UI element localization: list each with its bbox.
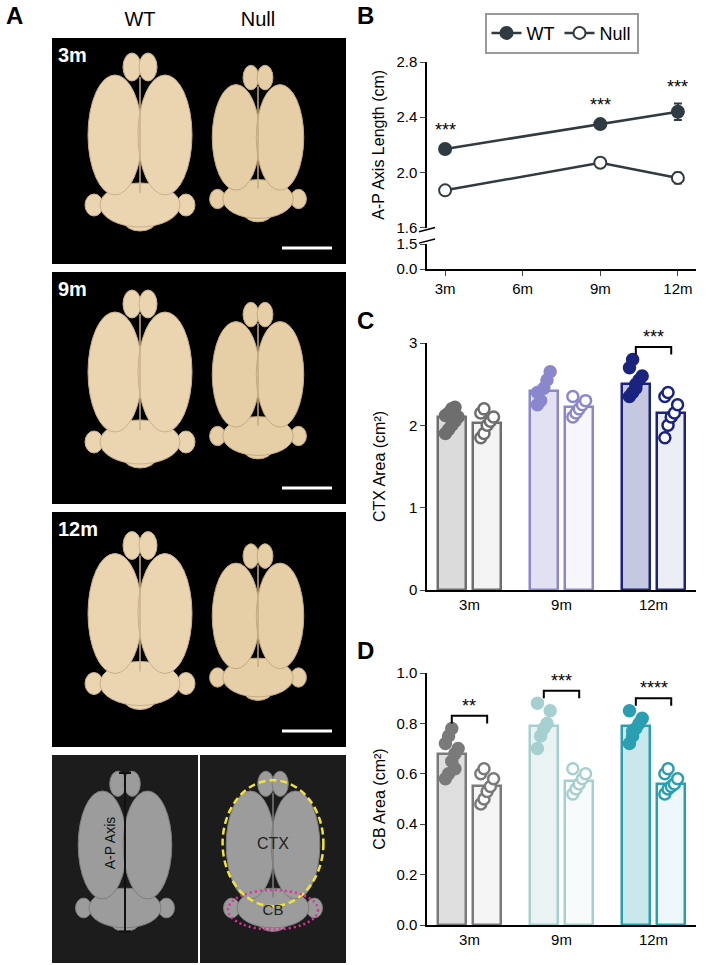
svg-text:2.0: 2.0 xyxy=(396,164,417,181)
svg-text:3m: 3m xyxy=(435,280,456,297)
html-text:B: B xyxy=(357,2,375,29)
svg-text:***: *** xyxy=(435,120,456,140)
svg-text:***: *** xyxy=(551,671,572,691)
svg-text:1.0: 1.0 xyxy=(396,664,417,681)
svg-text:3m: 3m xyxy=(459,931,480,948)
svg-text:3m: 3m xyxy=(459,596,480,613)
svg-text:**: ** xyxy=(462,696,476,716)
svg-text:2.8: 2.8 xyxy=(396,53,417,70)
svg-text:12m: 12m xyxy=(58,518,98,540)
svg-text:CB: CB xyxy=(263,901,284,918)
svg-text:6m: 6m xyxy=(512,280,533,297)
svg-text:WT: WT xyxy=(124,8,155,30)
svg-text:12m: 12m xyxy=(639,596,668,613)
svg-text:0.6: 0.6 xyxy=(396,765,417,782)
svg-text:Null: Null xyxy=(599,24,630,44)
svg-text:CTX: CTX xyxy=(257,835,289,852)
svg-text:3m: 3m xyxy=(58,44,87,66)
svg-text:CB Area (cm²): CB Area (cm²) xyxy=(371,748,388,849)
svg-text:2.4: 2.4 xyxy=(396,108,417,125)
svg-text:12m: 12m xyxy=(639,931,668,948)
svg-text:***: *** xyxy=(643,327,664,347)
svg-text:0.2: 0.2 xyxy=(396,866,417,883)
svg-text:***: *** xyxy=(667,77,688,97)
svg-text:12m: 12m xyxy=(663,280,692,297)
svg-text:0: 0 xyxy=(409,581,417,598)
svg-text:Null: Null xyxy=(241,8,275,30)
svg-text:0.8: 0.8 xyxy=(396,715,417,732)
html-text:C: C xyxy=(357,307,375,334)
svg-text:9m: 9m xyxy=(551,596,572,613)
svg-text:1.5: 1.5 xyxy=(396,235,417,252)
svg-text:WT: WT xyxy=(527,24,555,44)
svg-text:9m: 9m xyxy=(590,280,611,297)
svg-text:CTX Area (cm²): CTX Area (cm²) xyxy=(371,411,388,522)
svg-text:0.0: 0.0 xyxy=(396,916,417,933)
svg-text:A: A xyxy=(6,2,23,29)
svg-text:****: **** xyxy=(640,678,668,698)
svg-text:3: 3 xyxy=(409,334,417,351)
svg-text:A-P Axis Length (cm): A-P Axis Length (cm) xyxy=(371,70,388,220)
svg-text:0.4: 0.4 xyxy=(396,815,417,832)
svg-text:1: 1 xyxy=(409,499,417,516)
svg-text:2: 2 xyxy=(409,417,417,434)
svg-text:9m: 9m xyxy=(58,278,87,300)
svg-text:9m: 9m xyxy=(551,931,572,948)
svg-text:0.0: 0.0 xyxy=(396,260,417,277)
svg-text:A-P Axis: A-P Axis xyxy=(102,817,118,870)
svg-text:***: *** xyxy=(590,95,611,115)
svg-text:1.6: 1.6 xyxy=(396,219,417,236)
html-text:D: D xyxy=(357,637,375,664)
